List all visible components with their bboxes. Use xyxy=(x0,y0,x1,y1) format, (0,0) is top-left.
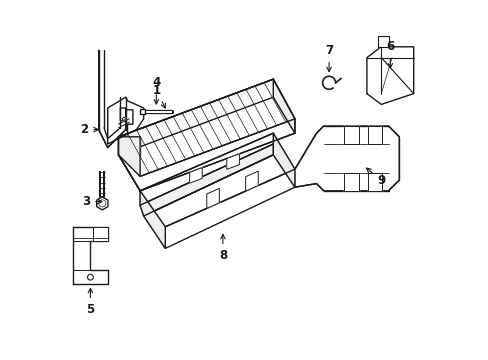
Polygon shape xyxy=(140,144,273,216)
Text: 4: 4 xyxy=(152,76,160,104)
Text: 7: 7 xyxy=(325,44,332,72)
Polygon shape xyxy=(273,133,294,187)
Polygon shape xyxy=(366,47,413,104)
Polygon shape xyxy=(273,79,294,133)
Polygon shape xyxy=(143,155,294,248)
Polygon shape xyxy=(189,168,202,183)
Polygon shape xyxy=(118,137,140,155)
Polygon shape xyxy=(226,154,239,169)
Text: 5: 5 xyxy=(86,288,94,316)
Polygon shape xyxy=(118,79,294,176)
Polygon shape xyxy=(367,173,382,191)
Text: 1: 1 xyxy=(152,84,165,108)
Polygon shape xyxy=(118,97,294,191)
Polygon shape xyxy=(206,188,219,208)
Polygon shape xyxy=(344,126,358,144)
Polygon shape xyxy=(107,97,143,144)
Polygon shape xyxy=(97,197,108,210)
Polygon shape xyxy=(377,36,387,47)
Polygon shape xyxy=(73,227,107,284)
Polygon shape xyxy=(140,191,165,248)
FancyBboxPatch shape xyxy=(140,109,145,114)
Text: 9: 9 xyxy=(366,168,385,186)
Text: 2: 2 xyxy=(80,123,98,136)
Text: 6: 6 xyxy=(386,40,394,68)
Polygon shape xyxy=(118,79,294,191)
Polygon shape xyxy=(245,171,258,191)
Text: 8: 8 xyxy=(218,234,226,262)
Text: 3: 3 xyxy=(82,195,102,208)
Polygon shape xyxy=(140,158,294,216)
Polygon shape xyxy=(140,133,294,227)
Polygon shape xyxy=(118,137,140,176)
Polygon shape xyxy=(367,126,382,144)
Polygon shape xyxy=(344,173,358,191)
Polygon shape xyxy=(294,126,399,191)
Polygon shape xyxy=(93,227,107,241)
Polygon shape xyxy=(122,117,125,121)
